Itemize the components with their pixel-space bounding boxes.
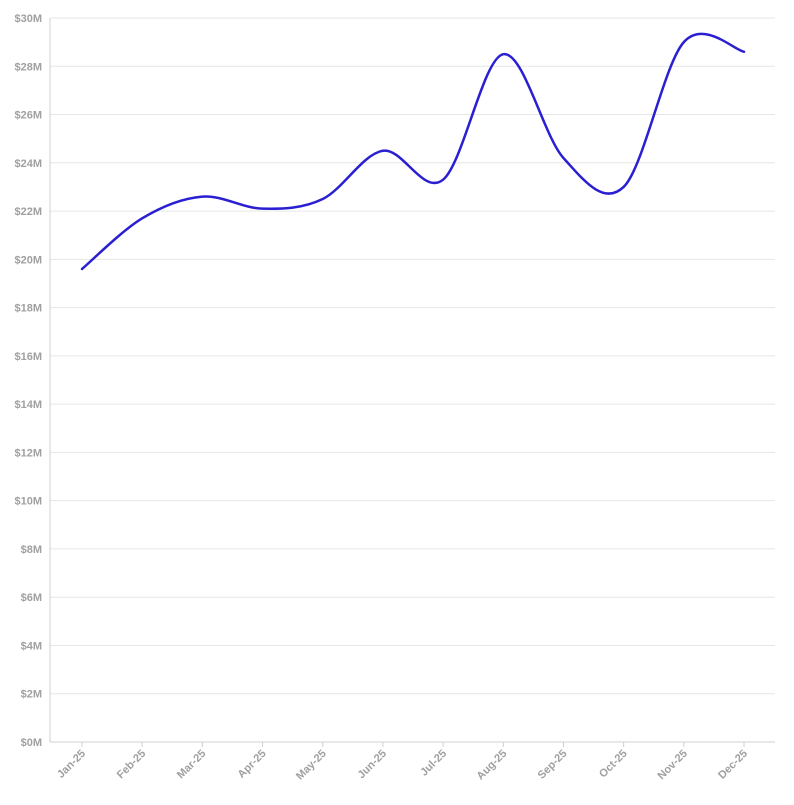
y-tick-label: $4M [21, 640, 42, 652]
x-tick-label: Feb-25 [115, 748, 149, 782]
y-tick-label: $20M [14, 254, 42, 266]
y-tick-label: $12M [14, 447, 42, 459]
x-tick-label: May-25 [294, 748, 329, 783]
x-tick-label: Nov-25 [656, 748, 690, 782]
series-line [82, 34, 744, 269]
x-tick-label: Jun-25 [355, 748, 389, 782]
x-tick-label: Sep-25 [536, 748, 570, 782]
y-tick-label: $0M [21, 737, 42, 749]
x-tick-label: Mar-25 [175, 748, 209, 782]
series-layer [82, 34, 744, 269]
y-tick-label: $8M [21, 544, 42, 556]
y-tick-label: $24M [14, 158, 42, 170]
x-axis-ticks: Jan-25 Feb-25 Mar-25 Apr-25 May-25 Jun-25 Jul-… [55, 742, 750, 782]
y-tick-label: $16M [14, 351, 42, 363]
x-tick-label: Apr-25 [236, 748, 269, 781]
y-tick-label: $30M [14, 13, 42, 25]
y-tick-label: $10M [14, 496, 42, 508]
x-tick-label: Aug-25 [475, 748, 510, 783]
x-tick-label: Jan-25 [55, 748, 88, 781]
y-tick-label: $6M [21, 592, 42, 604]
y-tick-label: $2M [21, 689, 42, 701]
y-tick-label: $18M [14, 303, 42, 315]
y-tick-label: $14M [14, 399, 42, 411]
x-tick-label: Dec-25 [716, 748, 750, 782]
y-tick-label: $28M [14, 61, 42, 73]
y-tick-label: $22M [14, 206, 42, 218]
x-tick-label: Oct-25 [597, 748, 630, 781]
y-tick-label: $26M [14, 110, 42, 122]
grid-layer [50, 18, 775, 742]
y-axis-ticks: $0M $2M $4M $6M $8M $10M $12M $14M $16M $18M $20M $… [14, 13, 42, 749]
x-tick-label: Jul-25 [418, 748, 449, 779]
